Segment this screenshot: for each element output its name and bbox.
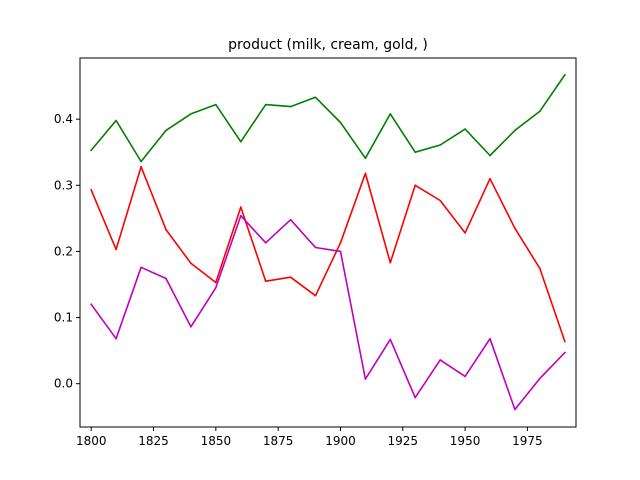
series-3-point — [190, 326, 192, 328]
x-tick-label: 1800 — [76, 434, 107, 448]
series-3-point — [289, 218, 292, 221]
series-2-point — [389, 261, 392, 264]
series-3-point — [165, 277, 167, 280]
series-3-point — [240, 214, 242, 217]
series-1-point — [339, 121, 342, 124]
series-2-point — [140, 166, 142, 168]
x-tick-label: 1975 — [512, 434, 543, 448]
series-1-point — [564, 74, 566, 76]
series-1-point — [364, 157, 367, 159]
series-3-point — [389, 338, 392, 341]
x-axis: 1800 1825 1850 1875 1900 1925 1950 1975 — [76, 427, 543, 448]
series-3-point — [514, 408, 516, 411]
y-tick-label: 0.1 — [54, 311, 73, 325]
x-tick-label: 1900 — [325, 434, 356, 448]
series-3-point — [115, 337, 117, 340]
series-3-point — [464, 375, 466, 378]
series-3-point — [439, 359, 442, 361]
series-1-point — [264, 103, 267, 106]
series-3-point — [215, 287, 217, 289]
series-3-point — [539, 377, 541, 380]
series-2-point — [414, 184, 417, 187]
series-layer — [90, 73, 566, 411]
series-2-point — [190, 262, 192, 265]
series-line-3 — [90, 214, 566, 411]
y-tick-label: 0.0 — [54, 377, 73, 391]
series-line-1 — [90, 73, 566, 163]
y-tick-label: 0.3 — [54, 178, 73, 192]
series-2-point — [115, 248, 117, 251]
series-3-point — [90, 303, 92, 306]
series-1-point — [289, 105, 292, 108]
series-1-point — [115, 119, 117, 122]
series-3-point — [489, 337, 491, 340]
series-1-point — [190, 113, 192, 115]
series-2-point — [339, 242, 342, 244]
series-2-point — [264, 280, 267, 283]
series-2-point — [564, 340, 566, 343]
series-1-point — [90, 149, 92, 152]
series-1-point — [489, 154, 491, 157]
series-1-point — [140, 160, 142, 163]
series-1-point — [464, 128, 466, 130]
series-1-point — [314, 96, 317, 99]
series-3-point — [264, 242, 267, 244]
series-2-point — [165, 228, 167, 231]
series-2-point — [464, 232, 466, 234]
series-3-point — [364, 378, 367, 380]
series-1-point — [539, 110, 541, 112]
series-3-point — [339, 250, 342, 253]
series-2-point — [215, 281, 217, 284]
series-2-point — [539, 267, 541, 270]
series-2-point — [314, 294, 317, 297]
series-1-point — [240, 140, 242, 143]
y-axis: 0.0 0.1 0.2 0.3 0.4 — [54, 112, 80, 391]
x-tick-label: 1850 — [201, 434, 232, 448]
series-2-point — [364, 172, 367, 175]
series-1-point — [514, 129, 516, 132]
y-tick-label: 0.4 — [54, 112, 73, 126]
series-2-point — [289, 276, 292, 279]
x-tick-label: 1875 — [263, 434, 294, 448]
x-tick-label: 1825 — [138, 434, 169, 448]
chart-title: product (milk, cream, gold, ) — [228, 37, 428, 53]
series-1-point — [439, 144, 442, 146]
series-1-point — [389, 113, 392, 115]
x-tick-label: 1925 — [388, 434, 419, 448]
series-2-point — [240, 206, 242, 208]
series-3-point — [314, 246, 317, 249]
series-2-point — [439, 199, 442, 202]
series-3-point — [414, 396, 417, 399]
plot-frame — [79, 57, 577, 428]
series-3-point — [140, 266, 142, 269]
series-1-point — [165, 129, 167, 132]
x-tick-label: 1950 — [450, 434, 481, 448]
series-1-point — [414, 151, 417, 153]
series-2-point — [514, 227, 516, 230]
series-line-2 — [90, 166, 566, 343]
series-3-point — [564, 351, 566, 354]
y-tick-label: 0.2 — [54, 244, 73, 258]
series-1-point — [215, 103, 217, 106]
series-2-point — [489, 177, 491, 180]
series-2-point — [90, 189, 92, 191]
